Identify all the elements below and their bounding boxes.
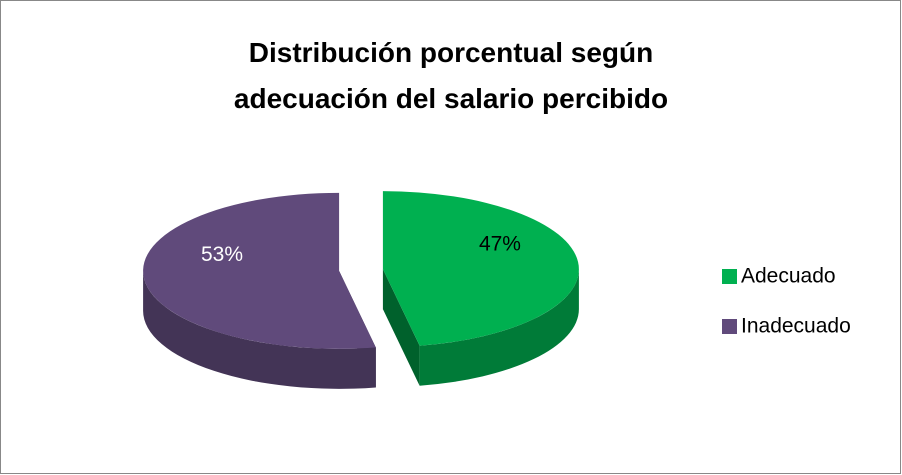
- slice: [143, 192, 376, 349]
- data-label: 53%: [201, 243, 243, 266]
- slice-side: [143, 270, 376, 389]
- slice-wall: [382, 269, 420, 386]
- legend-label: Adecuado: [741, 265, 836, 288]
- slice: [382, 191, 579, 346]
- legend-label: Inadecuado: [741, 315, 851, 338]
- legend-swatch: [722, 269, 737, 284]
- slice-side: [419, 269, 579, 386]
- data-label: 47%: [479, 232, 521, 255]
- legend-swatch: [722, 319, 737, 334]
- chart-title: Distribución porcentual según adecuación…: [233, 37, 669, 114]
